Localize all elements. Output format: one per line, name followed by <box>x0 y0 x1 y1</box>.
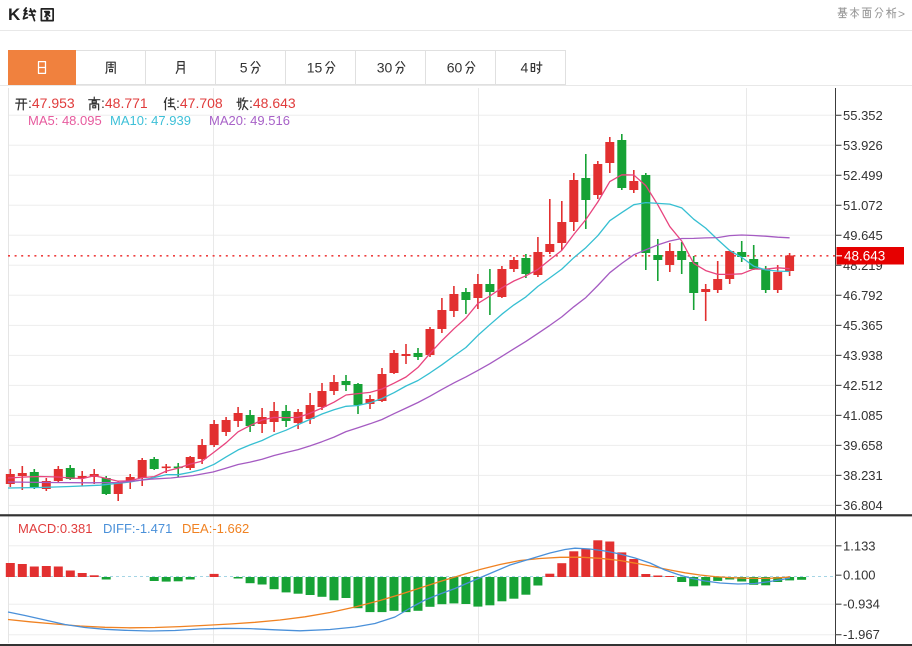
svg-text:48.643: 48.643 <box>844 249 885 264</box>
svg-text:55.352: 55.352 <box>843 108 883 123</box>
svg-text:45.365: 45.365 <box>843 318 883 333</box>
svg-text:36.804: 36.804 <box>843 498 883 513</box>
svg-text:42.512: 42.512 <box>843 378 883 393</box>
svg-text:60: 60 <box>447 60 463 76</box>
svg-text:-0.934: -0.934 <box>843 597 880 612</box>
svg-text:5: 5 <box>240 60 248 76</box>
svg-text:15: 15 <box>307 60 323 76</box>
svg-text:51.072: 51.072 <box>843 198 883 213</box>
svg-text:-1.967: -1.967 <box>843 627 880 642</box>
svg-text:53.926: 53.926 <box>843 138 883 153</box>
svg-text:4: 4 <box>521 60 529 76</box>
svg-text:52.499: 52.499 <box>843 168 883 183</box>
svg-text:30: 30 <box>377 60 393 76</box>
svg-text:46.792: 46.792 <box>843 288 883 303</box>
svg-text:0.100: 0.100 <box>843 568 876 583</box>
svg-text:49.645: 49.645 <box>843 228 883 243</box>
svg-text:41.085: 41.085 <box>843 408 883 423</box>
svg-text:43.938: 43.938 <box>843 348 883 363</box>
svg-text:39.658: 39.658 <box>843 438 883 453</box>
svg-text:1.133: 1.133 <box>843 538 876 553</box>
svg-text:38.231: 38.231 <box>843 468 883 483</box>
